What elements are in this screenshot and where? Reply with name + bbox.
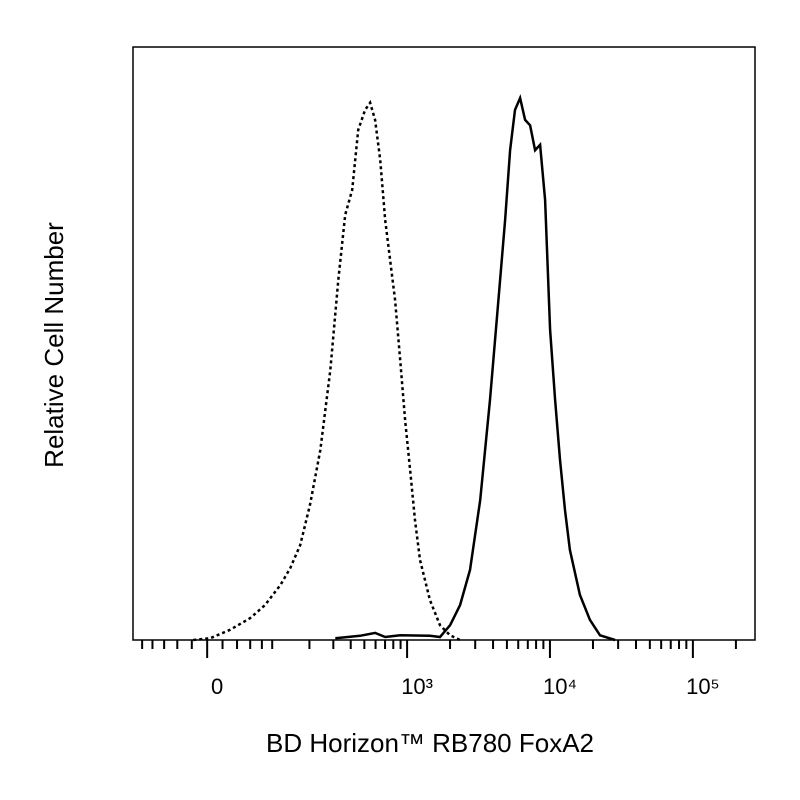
x-tick-label: 10⁵ [686, 674, 720, 699]
histogram-line [335, 93, 616, 642]
plot-frame [132, 46, 756, 641]
x-tick-label: 0 [211, 674, 223, 699]
x-tick-label: 10³ [401, 674, 433, 699]
histogram-line [193, 99, 461, 642]
x-tick-label: 10⁴ [543, 674, 577, 699]
x-axis-label: BD Horizon™ RB780 FoxA2 [266, 728, 594, 758]
y-axis-label: Relative Cell Number [39, 222, 69, 468]
